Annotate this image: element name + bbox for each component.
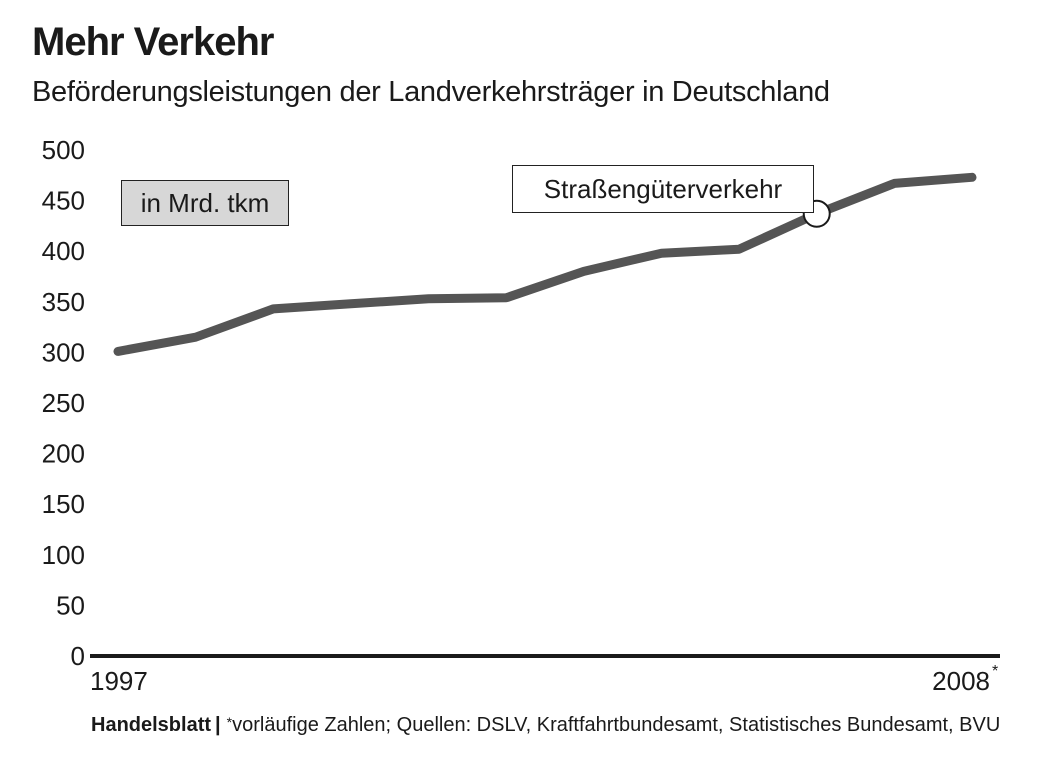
y-tick-label: 50: [56, 590, 85, 620]
series-label: Straßengüterverkehr: [512, 165, 814, 213]
y-tick-label: 0: [71, 641, 85, 671]
y-tick-label: 350: [42, 287, 85, 317]
footer-separator: |: [215, 714, 221, 736]
y-tick-label: 200: [42, 439, 85, 469]
y-tick-label: 450: [42, 186, 85, 216]
chart-subtitle: Beförderungsleistungen der Landverkehrst…: [32, 76, 830, 108]
source-note: vorläufige Zahlen; Quellen: DSLV, Kraftf…: [232, 714, 1001, 736]
x-tick-label: 2008: [932, 666, 990, 696]
x-tick-label: 1997: [90, 666, 148, 696]
y-tick-label: 100: [42, 540, 85, 570]
footnote-mark: *: [226, 714, 233, 730]
unit-label: in Mrd. tkm: [121, 180, 289, 226]
chart-title: Mehr Verkehr: [32, 20, 274, 64]
source-footer: Handelsblatt | *vorläufige Zahlen; Quellen…: [91, 714, 1000, 737]
brand-name: Handelsblatt: [91, 714, 212, 736]
y-tick-label: 250: [42, 388, 85, 418]
y-tick-label: 400: [42, 236, 85, 266]
y-tick-label: 150: [42, 489, 85, 519]
x-tick-footnote-mark: *: [992, 663, 998, 680]
y-tick-label: 300: [42, 337, 85, 367]
y-tick-label: 500: [42, 135, 85, 165]
